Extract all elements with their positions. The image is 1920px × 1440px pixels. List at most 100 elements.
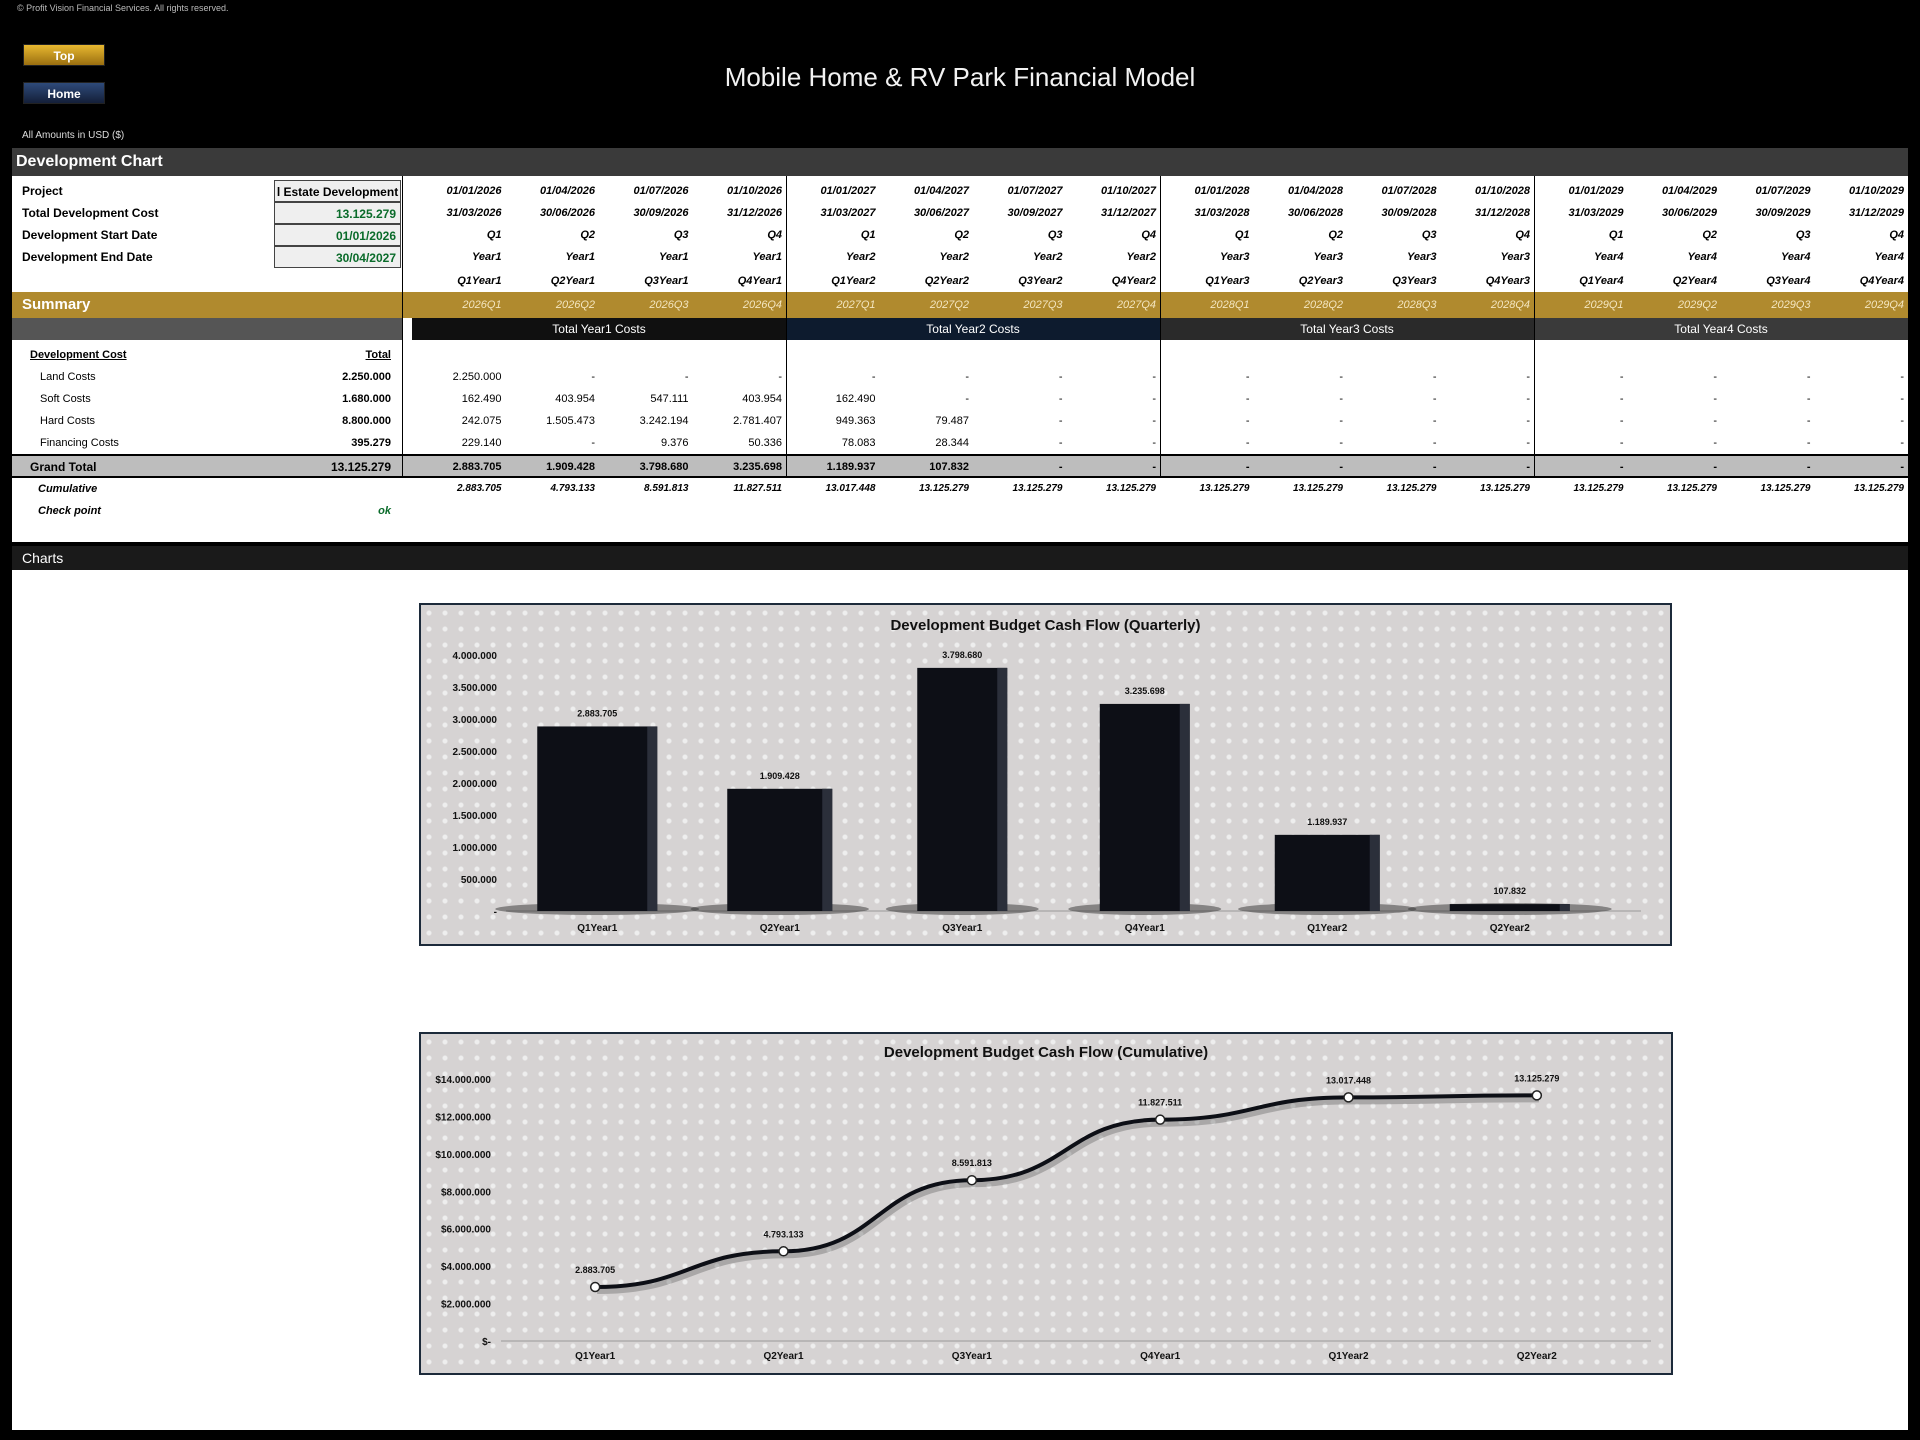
period-year-cell: Year1 [565, 251, 595, 263]
cost-value-cell: - [1152, 393, 1156, 405]
home-button[interactable]: Home [23, 82, 105, 104]
cumulative-value-cell: 13.125.279 [1666, 483, 1717, 494]
grand-total-value-cell: - [1900, 461, 1904, 473]
cost-value-cell: - [1058, 437, 1063, 449]
cost-value-cell: 79.487 [935, 415, 969, 427]
year-header-spacer [12, 318, 402, 340]
period-end-cell: 31/03/2028 [1194, 207, 1250, 219]
period-end-cell: 30/06/2028 [1287, 207, 1343, 219]
period-q-cell: Q4 [767, 229, 782, 241]
period-q-row: Q1 Q2 Q3 Q4 Q1 Q2 Q3 Q4 Q1 Q2 Q3 Q4 Q1 Q2 Q3 Q4 [12, 224, 1908, 246]
cumulative-value-cell: 13.125.279 [1012, 483, 1063, 494]
cost-value-cell: - [1619, 437, 1624, 449]
period-start-cell: 01/01/2029 [1568, 185, 1624, 197]
cost-value-cell: - [871, 371, 876, 383]
cumulative-value-cell: 11.827.511 [733, 483, 782, 494]
period-year-cell: Year4 [1874, 251, 1904, 263]
development-table: Project l Estate Development Total Devel… [12, 176, 1908, 542]
period-start-cell: 01/01/2027 [820, 185, 876, 197]
period-code-cell: 2027Q2 [929, 299, 969, 311]
grand-total-value-cell: 3.798.680 [639, 461, 689, 473]
bar-Q1Year2 [1274, 834, 1380, 911]
bar-ytick-label: 1.000.000 [453, 843, 498, 854]
period-start-cell: 01/10/2026 [726, 185, 782, 197]
period-q-cell: Q4 [1141, 229, 1156, 241]
cost-value-cell: - [1245, 371, 1250, 383]
period-code-cell: 2028Q2 [1303, 299, 1343, 311]
cost-value-cell: - [1432, 371, 1437, 383]
project-label: Project [22, 184, 63, 198]
cost-value-cell: - [1713, 437, 1717, 449]
line-point [778, 1246, 789, 1257]
cost-value-cell: - [1619, 415, 1624, 427]
cost-value-cell: 229.140 [461, 437, 502, 449]
cost-value-cell: - [1806, 415, 1811, 427]
period-end-cell: 31/03/2027 [820, 207, 876, 219]
cost-value-cell: 28.344 [935, 437, 969, 449]
cumulative-line-chart: $- $2.000.000 $4.000.000 $6.000.000 $8.000.0… [435, 1073, 1651, 1362]
bar-category-label: Q2Year1 [760, 923, 800, 934]
project-value[interactable]: l Estate Development [274, 180, 401, 202]
bar-ytick-label: 3.500.000 [453, 683, 498, 694]
period-qy-cell: Q1Year3 [1205, 275, 1250, 287]
cost-value-cell: - [965, 393, 969, 405]
cost-value-cell: - [1619, 393, 1624, 405]
period-end-cell: 31/12/2027 [1100, 207, 1156, 219]
start-date-value[interactable]: 01/01/2026 [274, 224, 401, 246]
project-row: Project l Estate Development [12, 180, 1908, 202]
top-button[interactable]: Top [23, 44, 105, 66]
cost-value-cell: - [1152, 415, 1156, 427]
period-year-cell: Year3 [1406, 251, 1437, 263]
period-q-cell: Q2 [1702, 229, 1717, 241]
period-qy-cell: Q4Year4 [1859, 275, 1904, 287]
grand-total-value-cell: - [1713, 461, 1717, 473]
cost-row-total: 8.800.000 [342, 415, 391, 427]
line-value-label: 8.591.813 [952, 1158, 992, 1168]
copyright-text: © Profit Vision Financial Services. All … [17, 3, 229, 13]
cost-value-cell: - [1526, 415, 1530, 427]
period-start-cell: 01/10/2029 [1848, 185, 1904, 197]
grand-total-value-cell: 1.909.428 [546, 461, 595, 473]
grand-total-value-cell: - [1432, 461, 1437, 473]
cost-value-cell: 547.111 [650, 393, 689, 405]
period-qy-cell: Q2Year4 [1672, 275, 1717, 287]
summary-bar: Summary [12, 292, 1908, 318]
cost-value-cell: - [684, 371, 689, 383]
line-point [1343, 1092, 1354, 1103]
development-chart-header: Development Chart [12, 148, 1908, 176]
cost-value-cell: 78.083 [841, 437, 876, 449]
line-point [589, 1281, 601, 1293]
period-year-cell: Year1 [658, 251, 689, 263]
cost-row-label: Financing Costs [40, 437, 119, 449]
bar-category-label: Q4Year1 [1125, 923, 1165, 934]
period-year-cell: Year4 [1687, 251, 1717, 263]
line-point [1154, 1114, 1166, 1125]
check-point-row: Check point ok [12, 500, 1908, 522]
period-qy-cell: Q1Year4 [1579, 275, 1624, 287]
cost-value-cell: 949.363 [835, 415, 876, 427]
period-end-cell: 30/06/2027 [913, 207, 969, 219]
cumulative-value-cell: 13.125.279 [918, 483, 969, 494]
bar-side [1559, 904, 1570, 911]
line-ytick-label: $6.000.000 [441, 1225, 491, 1236]
cumulative-label: Cumulative [38, 483, 98, 495]
cost-value-cell: 50.336 [748, 437, 782, 449]
period-q-cell: Q1 [486, 229, 502, 241]
period-year-cell: Year2 [939, 251, 969, 263]
period-code-cell: 2029Q2 [1677, 299, 1717, 311]
cumulative-series-line [595, 1093, 1537, 1290]
end-date-value[interactable]: 30/04/2027 [274, 246, 401, 268]
line-ytick-label: $4.000.000 [441, 1262, 491, 1273]
quarterly-chart: Development Budget Cash Flow (Quarterly)… [419, 603, 1672, 946]
cost-value-cell: - [1806, 437, 1811, 449]
cost-row-total: 1.680.000 [342, 393, 391, 405]
cumulative-value-cell: 8.591.813 [644, 483, 689, 494]
currency-note: All Amounts in USD ($) [22, 130, 125, 141]
period-qy-cell: Q3Year4 [1766, 275, 1811, 287]
bar-ytick-label: - [494, 907, 497, 918]
bar-side [997, 667, 1008, 911]
check-point-value: ok [378, 505, 391, 517]
period-end-cell: 30/09/2029 [1755, 207, 1811, 219]
period-end-row: 31/03/2026 30/06/2026 30/09/2026 31/12/2026… [12, 202, 1908, 224]
year-header-row: Total Year1 Costs Total Year2 Costs Tota… [12, 318, 1908, 340]
